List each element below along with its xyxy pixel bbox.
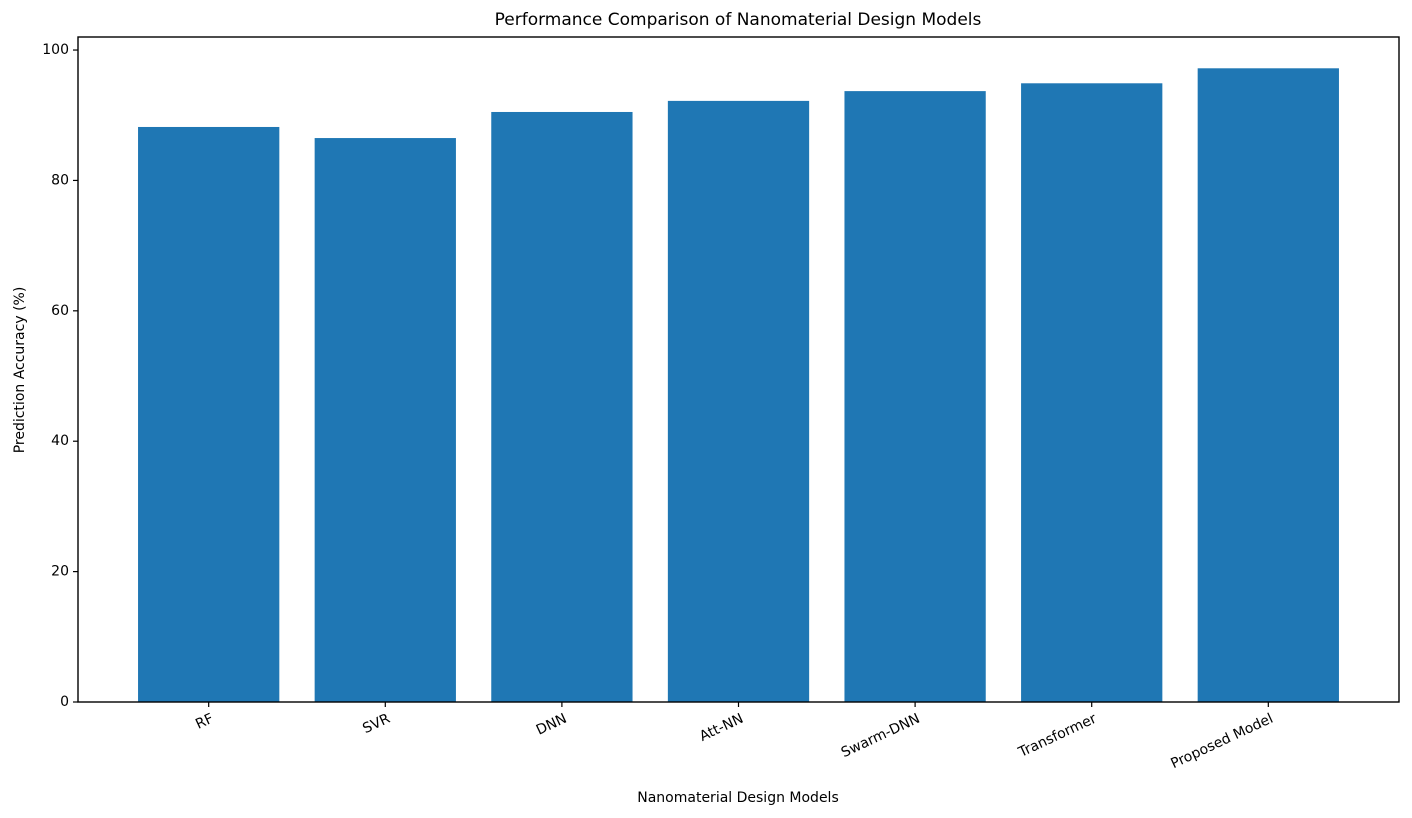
bar [1021,83,1163,703]
y-tick-label: 100 [42,42,69,58]
x-tick-label: Swarm-DNN [839,711,923,761]
x-axis-label: Nanomaterial Design Models [637,790,839,806]
plot-frame [77,36,1400,703]
y-tick-label: 40 [51,433,69,449]
bar [667,100,810,703]
y-axis-label: Prediction Accuracy (%) [12,287,28,454]
x-tick-label: Att-NN [697,711,746,745]
bar [1197,68,1339,702]
bar [491,111,633,703]
bar [138,126,280,703]
y-tick-label: 0 [60,694,69,710]
bar [314,138,456,702]
chart-title: Performance Comparison of Nanomaterial D… [495,10,982,30]
x-tick-label: SVR [360,711,393,738]
x-tick-label: RF [193,711,216,733]
x-tick-label: Transformer [1015,711,1099,762]
y-tick-label: 20 [51,564,69,580]
x-tick-label: Proposed Model [1168,711,1275,772]
y-tick-label: 60 [51,303,69,319]
y-tick-label: 80 [51,172,69,188]
x-tick-label: DNN [534,711,570,739]
bar [844,91,986,703]
